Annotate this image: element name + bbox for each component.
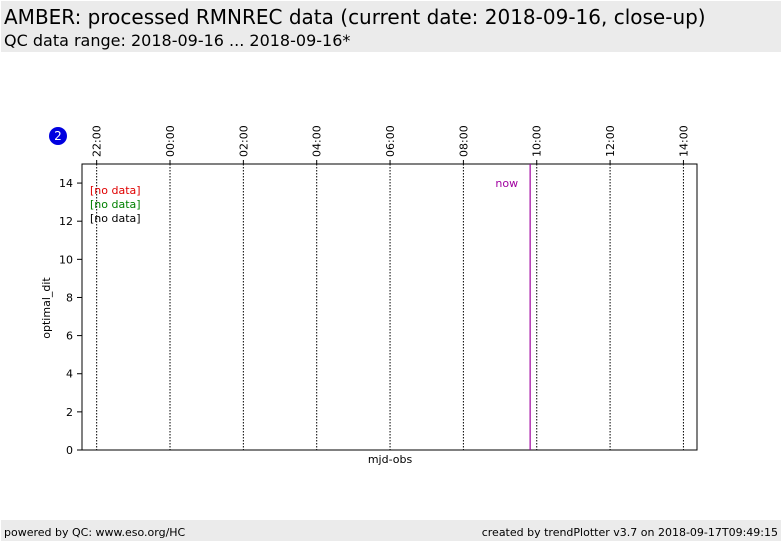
y-tick-label: 14 [59,177,73,190]
x-tick-label: 14:00 [677,125,690,157]
now-label: now [495,177,518,190]
x-tick-label: 02:00 [237,125,250,157]
y-tick-label: 2 [66,406,73,419]
x-tick-label: 08:00 [457,125,470,157]
x-tick-label: 04:00 [311,125,324,157]
badge-label: 2 [54,129,62,143]
subtitle: QC data range: 2018-09-16 ... 2018-09-16… [4,31,350,50]
x-tick-label: 12:00 [604,125,617,157]
badge [49,127,67,145]
no-data-note: [no data] [90,198,141,211]
x-tick-label: 10:00 [531,125,544,157]
y-tick-label: 0 [66,444,73,457]
y-tick-label: 4 [66,368,73,381]
header-band [1,1,781,52]
x-tick-label: 00:00 [164,125,177,157]
y-tick-label: 10 [59,253,73,266]
y-tick-label: 8 [66,291,73,304]
footer-band [1,520,781,541]
title: AMBER: processed RMNREC data (current da… [4,5,706,29]
no-data-note: [no data] [90,212,141,225]
x-tick-label: 06:00 [384,125,397,157]
plot-frame [81,163,698,451]
no-data-note: [no data] [90,184,141,197]
y-axis-label: optimal_dit [40,277,53,339]
footer-left: powered by QC: www.eso.org/HC [4,526,186,539]
y-tick-label: 12 [59,215,73,228]
footer-right: created by trendPlotter v3.7 on 2018-09-… [482,526,778,539]
y-tick-label: 6 [66,330,73,343]
x-tick-label: 22:00 [91,125,104,157]
x-axis-label: mjd-obs [368,453,413,466]
